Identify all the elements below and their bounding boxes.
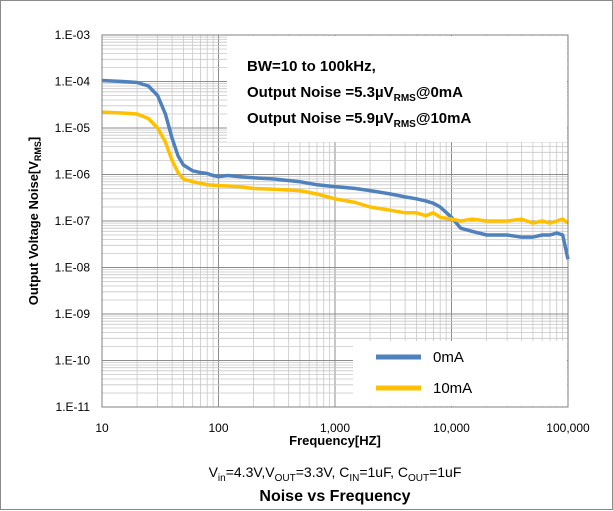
y-tick-label: 1.E-05 <box>55 121 91 135</box>
legend-box <box>353 341 567 406</box>
y-tick-label: 1.E-08 <box>55 261 91 275</box>
series-layer <box>101 78 570 260</box>
x-tick-label: 100,000 <box>546 421 590 435</box>
x-tick-label: 10 <box>95 421 109 435</box>
x-axis-title: Frequency[HZ] <box>289 433 381 448</box>
plot-border <box>101 34 569 408</box>
x-tick-label: 100 <box>208 421 228 435</box>
test-conditions: Vin=4.3V,VOUT=3.3V, CIN=1uF, COUT=1uF <box>209 464 462 484</box>
x-tick-labels: 10 100 1,000 10,000 100,000 <box>95 421 590 435</box>
legend-label-0ma: 0mA <box>433 349 464 366</box>
annotation-line-3: Output Noise =5.9µVRMS@10mA <box>247 110 471 130</box>
y-tick-label: 1.E-04 <box>55 75 91 89</box>
y-tick-label: 1.E-09 <box>55 307 91 321</box>
y-tick-label: 1.E-10 <box>55 354 91 368</box>
annotation-line-2: Output Noise =5.3µVRMS@0mA <box>247 84 463 104</box>
y-axis-title: Output Voltage Noise[VRMS] <box>26 137 43 306</box>
annotation-box <box>227 36 567 142</box>
y-tick-label: 1.E-07 <box>55 214 91 228</box>
y-tick-label: 1.E-06 <box>55 168 91 182</box>
series-line-10ma <box>101 110 570 225</box>
x-tick-label: 10,000 <box>433 421 470 435</box>
annotation-line-1: BW=10 to 100kHz, <box>247 58 376 75</box>
y-tick-labels: 1.E-03 1.E-04 1.E-05 1.E-06 1.E-07 1.E-08 1.E-… <box>55 28 91 414</box>
legend-label-10ma: 10mA <box>433 380 472 397</box>
y-tick-label: 1.E-11 <box>56 400 91 414</box>
series-line-0ma <box>101 78 570 260</box>
chart-title: Noise vs Frequency <box>259 488 410 505</box>
y-tick-label: 1.E-03 <box>55 28 91 42</box>
x-tick-label: 1,000 <box>320 421 350 435</box>
